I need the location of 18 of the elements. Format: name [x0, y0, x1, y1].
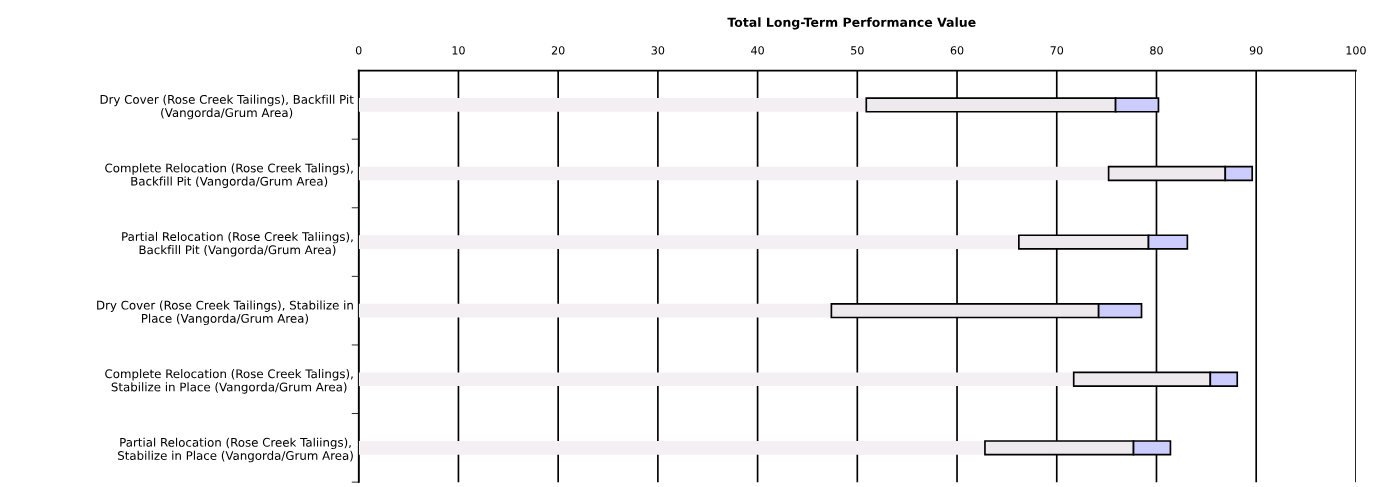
y-tick-label: Dry Cover (Rose Creek Tailings), Backfill Pit (Vangorda/Grum Area) [100, 94, 354, 120]
x-tick-label: 0 [355, 46, 362, 55]
x-tick-label: 30 [651, 46, 665, 55]
y-tick-label: Complete Relocation (Rose Creek Talings), Backfill Pit (Vangorda/Grum Area) [105, 163, 353, 188]
x-tick-label: 20 [551, 46, 565, 55]
x-tick-label: 60 [950, 46, 964, 55]
y-tick-label: Partial Relocation (Rose Creek Taliings), Stabilize in Place (Vangorda/Grum Area) [118, 437, 353, 463]
x-tick-label: 80 [1150, 46, 1163, 55]
x-tick-label: 10 [452, 46, 465, 55]
y-tick-label: Dry Cover (Rose Creek Tailings), Stabilize in Place (Vangorda/Grum Area) [97, 300, 353, 326]
x-tick-label: 50 [851, 46, 864, 55]
x-tick-label: 40 [751, 46, 764, 55]
x-tick-label: 90 [1249, 46, 1263, 55]
y-tick-label: Complete Relocation (Rose Creek Talings), Stabilize in Place (Vangorda/Grum Area) [105, 369, 353, 394]
x-tick-label: 70 [1050, 46, 1064, 55]
chart-title: Total Long-Term Performance Value [727, 17, 976, 30]
x-tick-label: 100 [1346, 46, 1366, 55]
y-tick-label: Partial Relocation (Rose Creek Taliings), Backfill Pit (Vangorda/Grum Area) [122, 231, 353, 257]
